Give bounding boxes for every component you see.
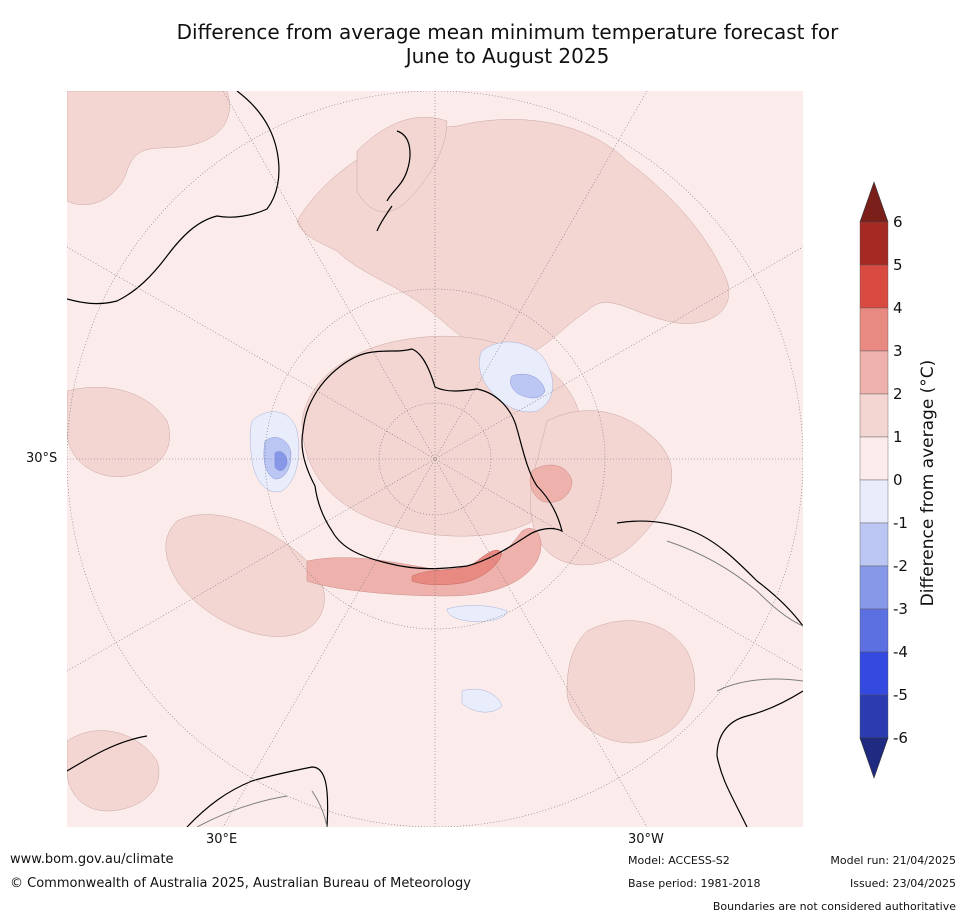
map-svg [67, 91, 803, 827]
colorbar-tick-label: -1 [893, 514, 908, 532]
colorbar-bin [859, 307, 889, 352]
africa-coastline [67, 735, 329, 827]
colorbar-bin [859, 221, 889, 266]
map-title-line1: Difference from average mean minimum tem… [176, 20, 839, 44]
colorbar-tick-label: 2 [893, 385, 903, 403]
colorbar-bin [859, 393, 889, 438]
anomaly-patch-atlantic [530, 410, 673, 566]
anomaly-2-to-3 [306, 464, 573, 597]
colorbar-extend-max [859, 181, 889, 223]
anomaly-minus-2-to-minus-3 [274, 451, 288, 471]
graticule-meridian-60b [67, 246, 803, 672]
colorbar-bin [859, 522, 889, 567]
footer-model-run: Model run: 21/04/2025 [830, 854, 956, 867]
map-title-line2: June to August 2025 [405, 44, 610, 68]
lon-label-30w: 30°W [628, 832, 664, 847]
lat-label-30s: 30°S [26, 451, 58, 466]
antarctica-coastline [301, 348, 563, 570]
new-zealand-coastline [376, 130, 411, 232]
colorbar-label: Difference from average (°C) [918, 359, 938, 607]
anomaly-patch-indian [165, 514, 325, 637]
colorbar-bin [859, 651, 889, 696]
anomaly-patch-atlantic-south [566, 620, 696, 744]
colorbar-tick-label: 0 [893, 471, 903, 489]
anomaly-patch-east-atlantic [529, 464, 573, 503]
graticule [67, 91, 803, 827]
south-america-boundaries [666, 540, 803, 692]
graticule-meridian-60a [67, 246, 803, 672]
map-title: Difference from average mean minimum tem… [60, 20, 955, 68]
colorbar-svg [859, 181, 889, 779]
colorbar-bin [859, 608, 889, 653]
colorbar-bin [859, 479, 889, 524]
south-america-coastline [616, 520, 803, 827]
colorbar-bin [859, 436, 889, 481]
footer-base-period: Base period: 1981-2018 [628, 877, 761, 890]
colorbar-tick-label: 4 [893, 299, 903, 317]
colorbar-bin [859, 350, 889, 395]
footer-copyright: © Commonwealth of Australia 2025, Austra… [10, 876, 471, 891]
colorbar-bin [859, 565, 889, 610]
graticule-meridian-30a [222, 91, 648, 827]
anomaly-patch-indian-west [67, 387, 170, 478]
colorbar-bin [859, 264, 889, 309]
footer-disclaimer: Boundaries are not considered authoritat… [712, 900, 956, 913]
colorbar-tick-label: 6 [893, 213, 903, 231]
colorbar-extend-min [859, 737, 889, 779]
anomaly-patch-south-band [306, 528, 542, 597]
anomaly-patch-southwest [67, 730, 160, 812]
anomaly-patch-indian-blue-deep [274, 451, 288, 471]
anomaly-patch-pacific-blue-core [510, 373, 546, 399]
footer-url[interactable]: www.bom.gov.au/climate [10, 852, 174, 867]
colorbar-tick-label: 3 [893, 342, 903, 360]
colorbar-tick-label: -2 [893, 557, 908, 575]
lon-label-30e: 30°E [206, 832, 238, 847]
colorbar-tick-label: -4 [893, 643, 908, 661]
anomaly-3-to-4 [411, 549, 503, 585]
anomaly-patch-south-blue [446, 605, 508, 622]
australia-coastline [67, 91, 280, 305]
anomaly-patch-atlantic-blue [461, 688, 503, 713]
colorbar [850, 180, 960, 785]
footer-model: Model: ACCESS-S2 [628, 854, 730, 867]
anomaly-patch-nz [356, 117, 448, 212]
anomaly-patch-south-core [411, 549, 503, 585]
colorbar-tick-label: -6 [893, 729, 908, 747]
colorbar-tick-label: -5 [893, 686, 908, 704]
africa-boundaries [196, 790, 328, 827]
footer-issued: Issued: 23/04/2025 [849, 877, 956, 890]
colorbar-tick-label: -3 [893, 600, 908, 618]
forecast-map [67, 91, 803, 827]
colorbar-tick-label: 5 [893, 256, 903, 274]
anomaly-patch-northwest [67, 91, 230, 205]
colorbar-bin [859, 694, 889, 739]
graticule-meridian-30b [222, 91, 648, 827]
colorbar-tick-label: 1 [893, 428, 903, 446]
